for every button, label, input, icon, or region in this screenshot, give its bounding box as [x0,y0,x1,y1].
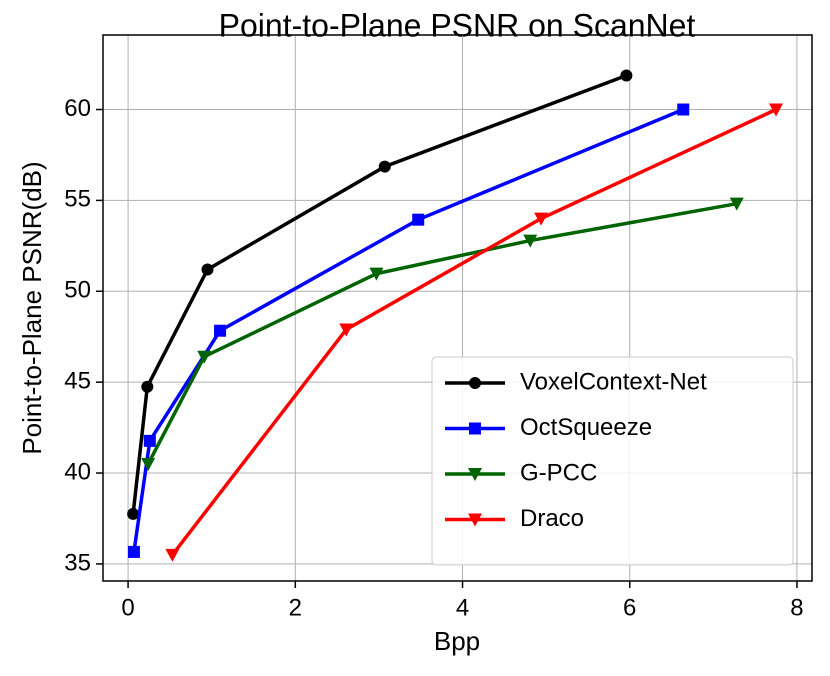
marker [412,213,425,226]
marker [339,323,354,337]
x-tick-label: 0 [121,594,134,621]
marker [369,267,384,281]
marker [141,457,156,471]
marker [214,324,227,337]
y-axis-label: Point-to-Plane PSNR(dB) [17,161,47,454]
marker [677,103,690,116]
legend-marker [468,513,482,527]
x-tick-label: 4 [456,594,469,621]
y-tick-label: 40 [64,458,91,485]
x-tick-label: 8 [790,594,803,621]
y-tick-label: 60 [64,95,91,122]
chart-title: Point-to-Plane PSNR on ScanNet [219,7,696,43]
y-tick-label: 45 [64,368,91,395]
legend-label: Draco [520,505,584,532]
marker [378,160,391,173]
legend-label: OctSqueeze [520,414,652,441]
legend-marker [468,468,482,481]
marker [729,197,744,211]
series-line [171,107,777,556]
marker [769,103,784,117]
marker [523,234,538,248]
marker [143,434,156,447]
y-tick-label: 50 [64,277,91,304]
y-tick-label: 35 [64,549,91,576]
x-tick-label: 6 [623,594,636,621]
marker [534,212,549,226]
x-axis-label: Bpp [434,626,480,656]
marker [201,263,214,276]
legend-marker [469,377,481,389]
legend-marker [469,422,481,435]
x-tick-label: 2 [289,594,302,621]
legend-frame [431,356,794,566]
legend-label: G-PCC [520,459,597,486]
y-tick-label: 55 [64,186,91,213]
marker [620,69,633,82]
marker [165,548,180,562]
marker [141,380,154,393]
plot-frame [102,34,813,582]
marker [127,545,140,558]
legend-label: VoxelContext-Net [520,368,707,395]
marker [127,507,140,520]
legend: VoxelContext-Net OctSqueeze G-PCC Draco [431,356,794,566]
marker [197,350,212,364]
